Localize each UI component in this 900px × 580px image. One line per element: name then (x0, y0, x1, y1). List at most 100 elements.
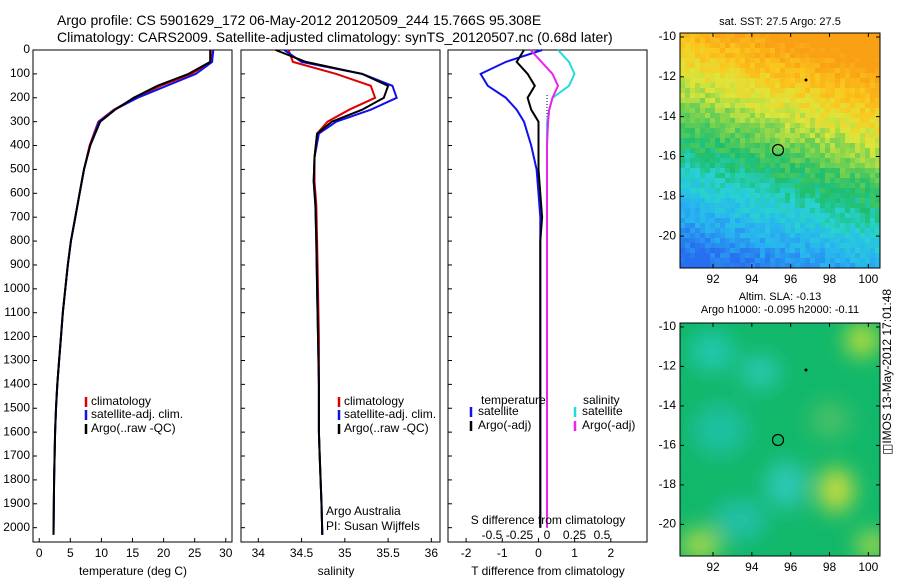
sst-cell (835, 83, 841, 89)
sst-cell (740, 68, 746, 74)
sst-cell (680, 113, 686, 119)
sst-cell (770, 38, 776, 44)
sst-cell (855, 263, 861, 268)
sst-cell (765, 78, 771, 84)
sst-cell (835, 53, 841, 59)
sst-cell (875, 108, 880, 114)
sst-cell (830, 178, 836, 184)
sst-cell (690, 63, 696, 69)
sst-cell (765, 128, 771, 134)
x-tick-label: 25 (188, 546, 202, 560)
sst-cell (790, 173, 796, 179)
sst-cell (685, 183, 691, 189)
sst-cell (695, 208, 701, 214)
sst-cell (795, 108, 801, 114)
sst-cell (845, 248, 851, 254)
sst-cell (785, 153, 791, 159)
sst-cell (760, 148, 766, 154)
sst-cell (835, 193, 841, 199)
sst-cell (745, 203, 751, 209)
sst-cell (850, 133, 856, 139)
sst-cell (785, 93, 791, 99)
sst-cell (810, 168, 816, 174)
sst-cell (810, 193, 816, 199)
sst-cell (690, 108, 696, 114)
sst-cell (700, 228, 706, 234)
sst-cell (825, 53, 831, 59)
sst-cell (690, 248, 696, 254)
sst-cell (760, 43, 766, 49)
sst-cell (695, 43, 701, 49)
sst-cell (740, 113, 746, 119)
sst-cell (765, 48, 771, 54)
sst-cell (720, 78, 726, 84)
sst-cell (740, 123, 746, 129)
sst-cell (815, 193, 821, 199)
sst-cell (735, 48, 741, 54)
sst-cell (790, 63, 796, 69)
sst-cell (785, 163, 791, 169)
sst-cell (875, 198, 880, 204)
sst-cell (850, 243, 856, 249)
sst-cell (870, 188, 876, 194)
sst-cell (825, 188, 831, 194)
sst-cell (720, 83, 726, 89)
sst-cell (760, 188, 766, 194)
sst-cell (730, 38, 736, 44)
sst-cell (795, 228, 801, 234)
sst-cell (760, 223, 766, 229)
sst-cell (760, 103, 766, 109)
sst-cell (740, 238, 746, 244)
sst-cell (725, 63, 731, 69)
sst-cell (790, 88, 796, 94)
sst-cell (810, 133, 816, 139)
sst-cell (755, 158, 761, 164)
sst-cell (875, 63, 880, 69)
sst-cell (865, 203, 871, 209)
depth-tick-label: 800 (10, 233, 30, 247)
sst-cell (835, 118, 841, 124)
sst-cell (845, 223, 851, 229)
sst-cell (810, 128, 816, 134)
sst-cell (810, 203, 816, 209)
sst-cell (745, 38, 751, 44)
sst-cell (725, 258, 731, 264)
sst-cell (770, 258, 776, 264)
sst-cell (790, 233, 796, 239)
sst-cell (720, 223, 726, 229)
sst-cell (870, 123, 876, 129)
sst-cell (855, 88, 861, 94)
sst-cell (845, 178, 851, 184)
sst-cell (710, 218, 716, 224)
sst-cell (815, 173, 821, 179)
sst-cell (760, 98, 766, 104)
sst-cell (800, 63, 806, 69)
sst-cell (835, 213, 841, 219)
sst-cell (870, 138, 876, 144)
sst-cell (720, 58, 726, 64)
sst-cell (750, 183, 756, 189)
sst-cell (740, 183, 746, 189)
sst-cell (810, 253, 816, 259)
side-stamp-icon: ◫ (880, 443, 894, 455)
sst-cell (730, 193, 736, 199)
sst-cell (855, 173, 861, 179)
sst-cell (760, 68, 766, 74)
sst-cell (875, 248, 880, 254)
sst-cell (805, 98, 811, 104)
sst-cell (820, 138, 826, 144)
sst-cell (835, 198, 841, 204)
map-lon-label: 92 (706, 560, 720, 574)
sst-cell (785, 223, 791, 229)
sst-cell (850, 253, 856, 259)
sst-cell (850, 203, 856, 209)
sst-cell (860, 103, 866, 109)
sst-cell (685, 218, 691, 224)
sst-cell (725, 218, 731, 224)
sst-cell (740, 203, 746, 209)
sst-cell (875, 228, 880, 234)
sst-cell (740, 38, 746, 44)
sst-cell (835, 78, 841, 84)
sst-cell (705, 58, 711, 64)
sst-cell (725, 98, 731, 104)
